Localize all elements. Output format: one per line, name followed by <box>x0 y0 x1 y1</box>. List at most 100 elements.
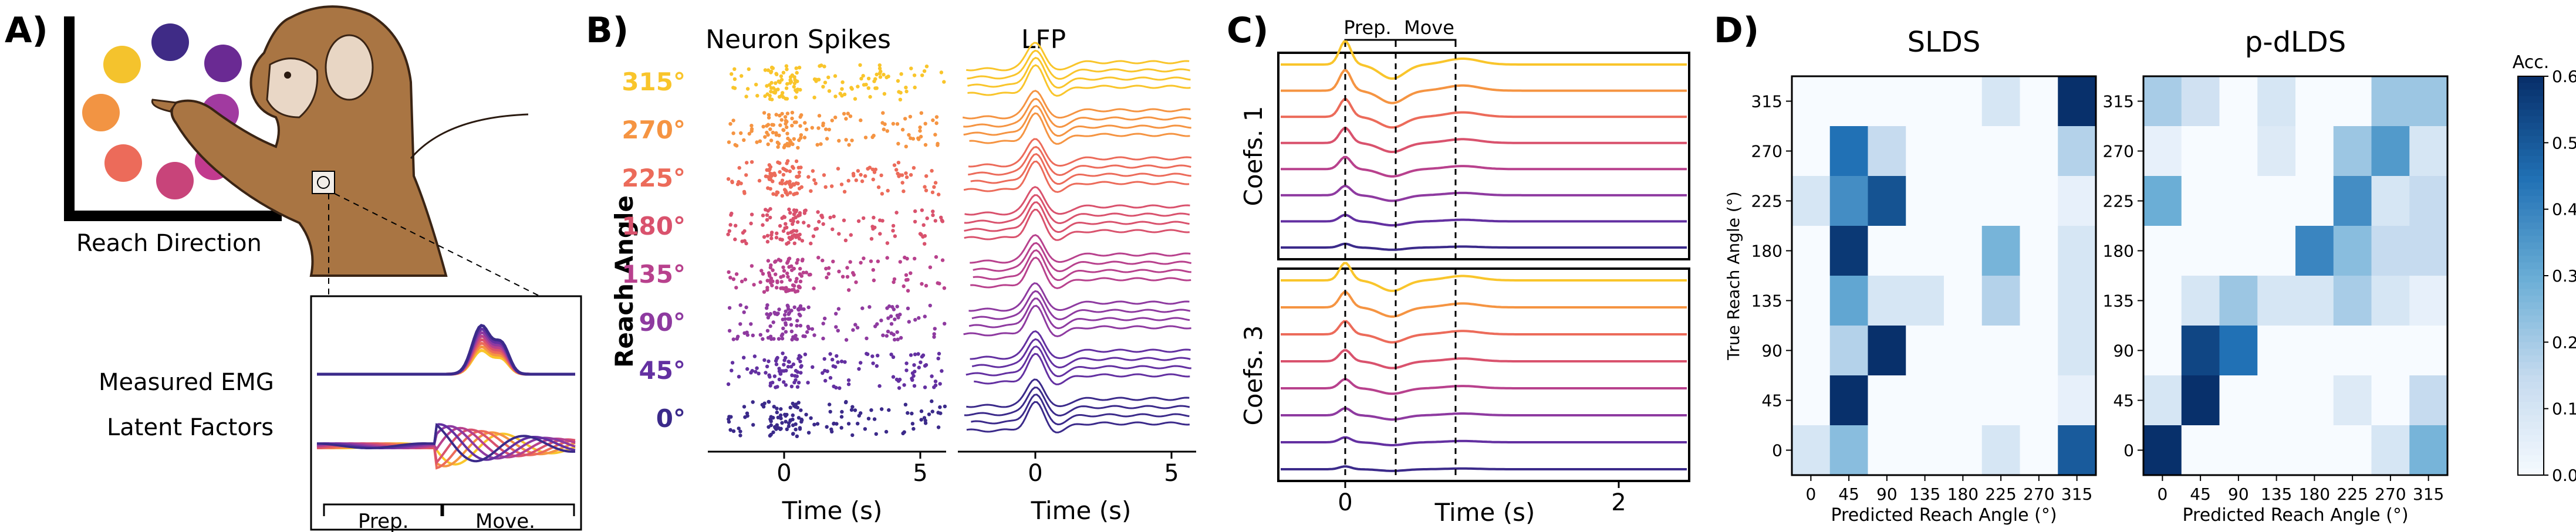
spike-mark <box>778 372 783 376</box>
panel-b: B) Reach Angle 315° 270° 225° 180° 135° 90° 45… <box>586 10 1196 525</box>
spike-mark <box>757 178 762 183</box>
spike-mark <box>789 364 794 369</box>
spike-mark <box>919 409 924 414</box>
spike-mark <box>796 257 800 262</box>
colorbar-segment <box>2518 328 2544 336</box>
colorbar-segment <box>2518 83 2544 90</box>
spike-mark <box>775 231 779 235</box>
spike-mark <box>891 375 896 379</box>
spike-mark <box>913 370 917 374</box>
spike-mark <box>870 167 875 171</box>
spike-mark <box>809 416 813 420</box>
spike-mark <box>886 330 890 334</box>
heatmap-cell <box>2020 76 2058 127</box>
colorbar-segment <box>2518 262 2544 270</box>
spike-mark <box>774 88 778 92</box>
spike-mark <box>894 211 899 215</box>
spike-mark <box>767 373 771 377</box>
heatmap-cell <box>1829 176 1868 226</box>
spike-mark <box>875 86 879 90</box>
spike-mark <box>798 87 802 92</box>
spike-mark <box>864 83 868 87</box>
spike-mark <box>784 286 788 290</box>
spike-mark <box>921 235 925 239</box>
spike-mark <box>892 307 896 311</box>
lfp-trace <box>965 345 1191 378</box>
spike-mark <box>781 95 785 99</box>
spike-mark <box>910 422 915 426</box>
spike-mark <box>930 409 935 414</box>
spike-mark <box>900 181 904 185</box>
panel-a: A) Reach Direction Prep. Move. <box>5 5 582 532</box>
spike-mark <box>806 305 811 310</box>
spike-mark <box>765 328 770 333</box>
spike-mark <box>788 191 792 195</box>
spike-mark <box>774 235 779 240</box>
spike-mark <box>800 239 805 243</box>
spike-mark <box>904 368 909 372</box>
spike-mark <box>769 423 774 428</box>
spikes-xtick-label: 0 <box>776 460 791 487</box>
heatmap-cell <box>1944 276 1983 326</box>
spike-mark <box>917 365 921 370</box>
spike-mark <box>771 381 775 385</box>
coef-trace <box>1281 69 1687 104</box>
heatmap-xlabel: Predicted Reach Angle (°) <box>1831 505 2057 526</box>
spike-mark <box>767 113 771 117</box>
spike-mark <box>885 241 890 245</box>
spike-mark <box>829 427 833 432</box>
spike-mark <box>768 167 772 171</box>
spike-mark <box>846 378 851 382</box>
spike-mark <box>776 145 780 149</box>
spike-mark <box>918 232 923 236</box>
spike-mark <box>790 337 794 342</box>
spike-mark <box>842 111 846 116</box>
spike-mark <box>796 381 801 385</box>
spike-mark <box>878 75 883 79</box>
spike-mark <box>942 80 946 84</box>
colorbar-segment <box>2518 442 2544 449</box>
spike-mark <box>797 312 802 317</box>
spike-mark <box>871 177 876 182</box>
spike-mark <box>770 283 774 287</box>
electrode-patch <box>312 171 335 194</box>
spike-mark <box>775 406 779 411</box>
spike-mark <box>834 311 838 316</box>
coefs-xlabel: Time (s) <box>1434 498 1535 527</box>
heatmap-cell <box>2181 76 2220 127</box>
spike-mark <box>904 86 908 90</box>
heatmap-xtick-label: 270 <box>2375 484 2406 504</box>
spike-mark <box>830 227 835 232</box>
spike-mark <box>869 259 873 263</box>
spike-mark <box>788 81 792 85</box>
spike-mark <box>790 110 795 115</box>
heatmap-cell <box>1944 375 1983 426</box>
spike-mark <box>792 81 797 86</box>
heatmap-xtick-label: 270 <box>2023 484 2054 504</box>
lfp-trace <box>963 104 1191 137</box>
spike-mark <box>825 369 829 374</box>
heatmap-ytick-label: 45 <box>1761 391 1782 411</box>
spike-mark <box>751 423 755 427</box>
spike-mark <box>817 114 822 118</box>
spike-mark <box>853 323 857 327</box>
heatmap-cell <box>2371 76 2410 127</box>
heatmap-xtick-label: 315 <box>2413 484 2444 504</box>
spike-mark <box>739 131 743 135</box>
spike-mark <box>799 408 803 412</box>
spike-mark <box>916 136 920 140</box>
spike-mark <box>821 84 825 89</box>
spike-mark <box>781 172 786 177</box>
spike-mark <box>931 209 935 214</box>
spike-mark <box>850 433 855 438</box>
lfp-traces <box>962 42 1192 433</box>
spike-mark <box>912 73 917 77</box>
spike-mark <box>844 117 848 121</box>
colorbar-segment <box>2518 362 2544 370</box>
spike-mark <box>781 317 785 321</box>
heatmap-cell <box>2257 126 2296 177</box>
move-bracket <box>442 503 575 516</box>
spike-mark <box>919 134 923 139</box>
spike-mark <box>763 135 767 139</box>
spike-mark <box>797 174 801 178</box>
